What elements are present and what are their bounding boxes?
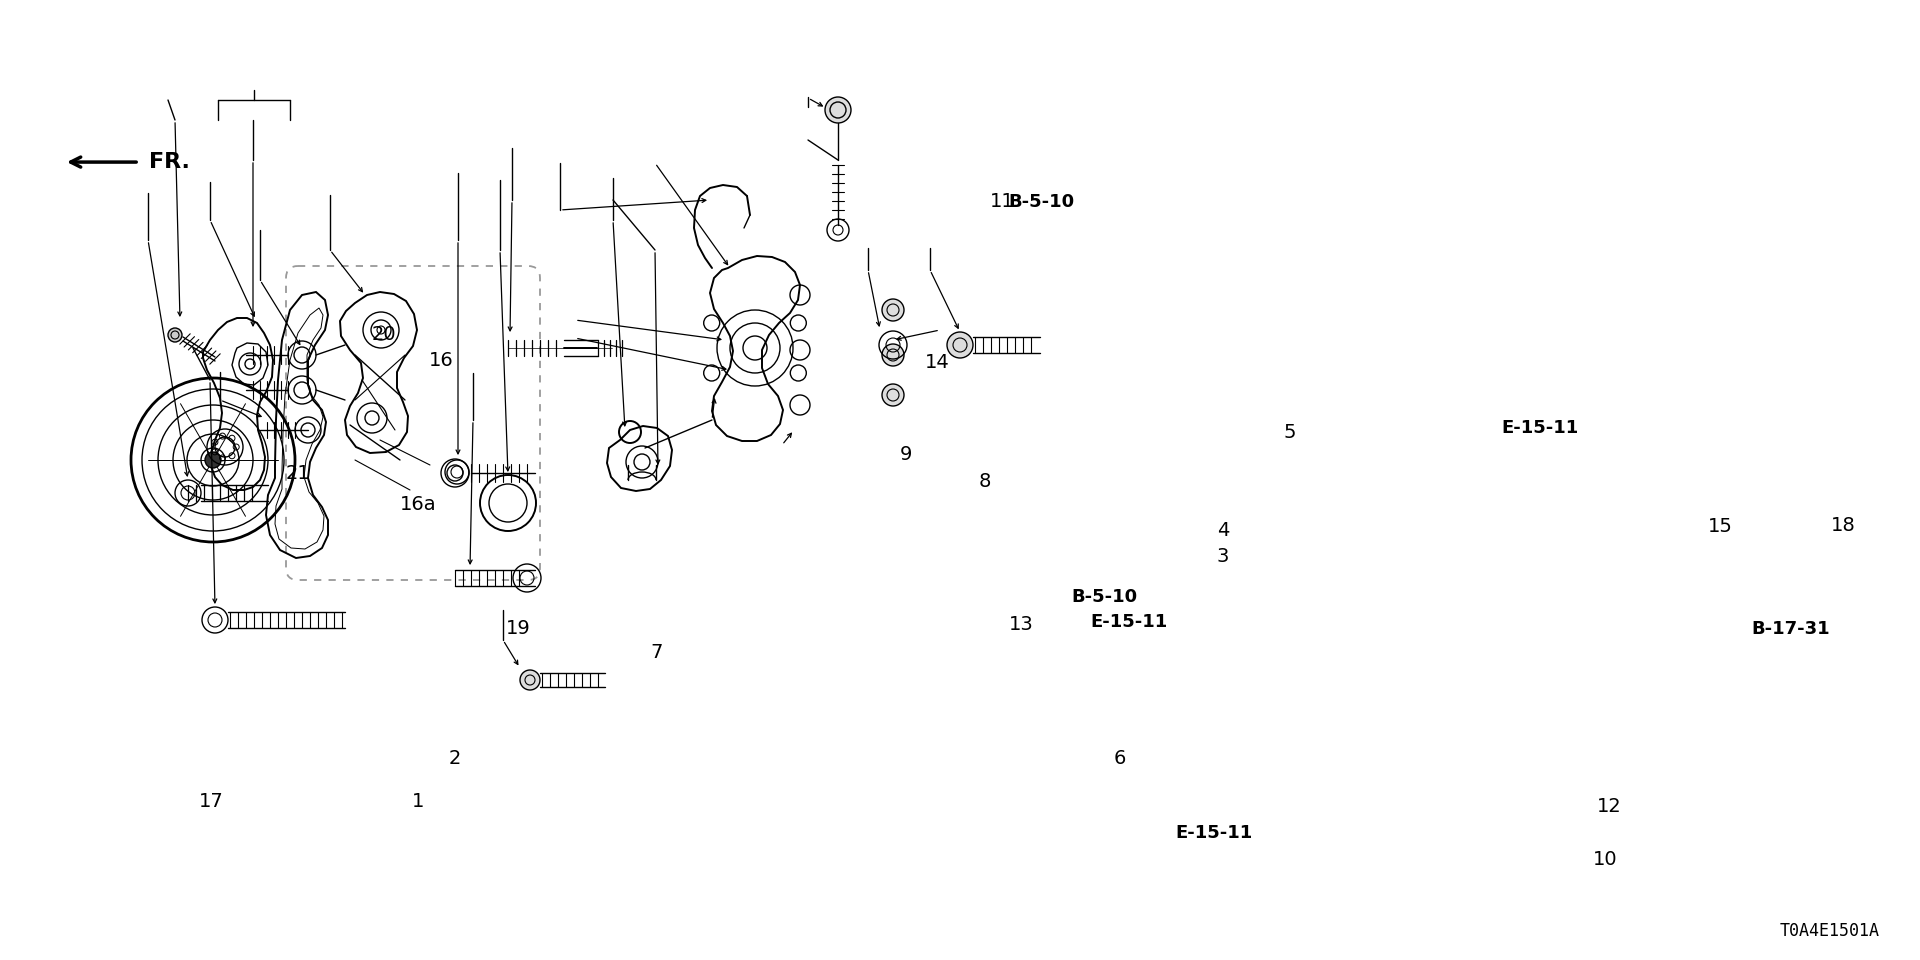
Text: B-5-10: B-5-10 [1071, 588, 1137, 606]
Text: 14: 14 [925, 353, 948, 372]
Text: 12: 12 [1597, 797, 1620, 816]
Text: E-15-11: E-15-11 [1091, 613, 1167, 631]
Text: 4: 4 [1217, 521, 1229, 540]
Text: B-5-10: B-5-10 [1008, 193, 1073, 210]
Text: 11: 11 [991, 192, 1014, 211]
Circle shape [881, 384, 904, 406]
Circle shape [881, 344, 904, 366]
Text: 2: 2 [449, 749, 461, 768]
Circle shape [826, 97, 851, 123]
Text: 16: 16 [430, 350, 453, 370]
Text: 20: 20 [372, 324, 396, 344]
Text: 17: 17 [200, 792, 223, 811]
Circle shape [881, 299, 904, 321]
Text: 15: 15 [1709, 516, 1732, 536]
Text: 1: 1 [413, 792, 424, 811]
Circle shape [520, 670, 540, 690]
Circle shape [169, 328, 182, 342]
Text: 3: 3 [1217, 547, 1229, 566]
Text: E-15-11: E-15-11 [1501, 420, 1578, 437]
Text: B-17-31: B-17-31 [1751, 620, 1830, 637]
Text: 13: 13 [1010, 614, 1033, 634]
Text: 8: 8 [979, 472, 991, 492]
Text: E-15-11: E-15-11 [1175, 825, 1252, 842]
Text: 9: 9 [900, 444, 912, 464]
Text: 10: 10 [1594, 850, 1617, 869]
Text: 21: 21 [286, 464, 309, 483]
Text: 18: 18 [1832, 516, 1855, 535]
Text: T0A4E1501A: T0A4E1501A [1780, 922, 1880, 940]
Text: 6: 6 [1114, 749, 1125, 768]
Text: FR.: FR. [150, 152, 190, 172]
Text: 19: 19 [507, 619, 530, 638]
Circle shape [205, 452, 221, 468]
Circle shape [947, 332, 973, 358]
Text: 16a: 16a [399, 494, 438, 514]
Text: 5: 5 [1284, 422, 1296, 442]
Text: 7: 7 [651, 643, 662, 662]
